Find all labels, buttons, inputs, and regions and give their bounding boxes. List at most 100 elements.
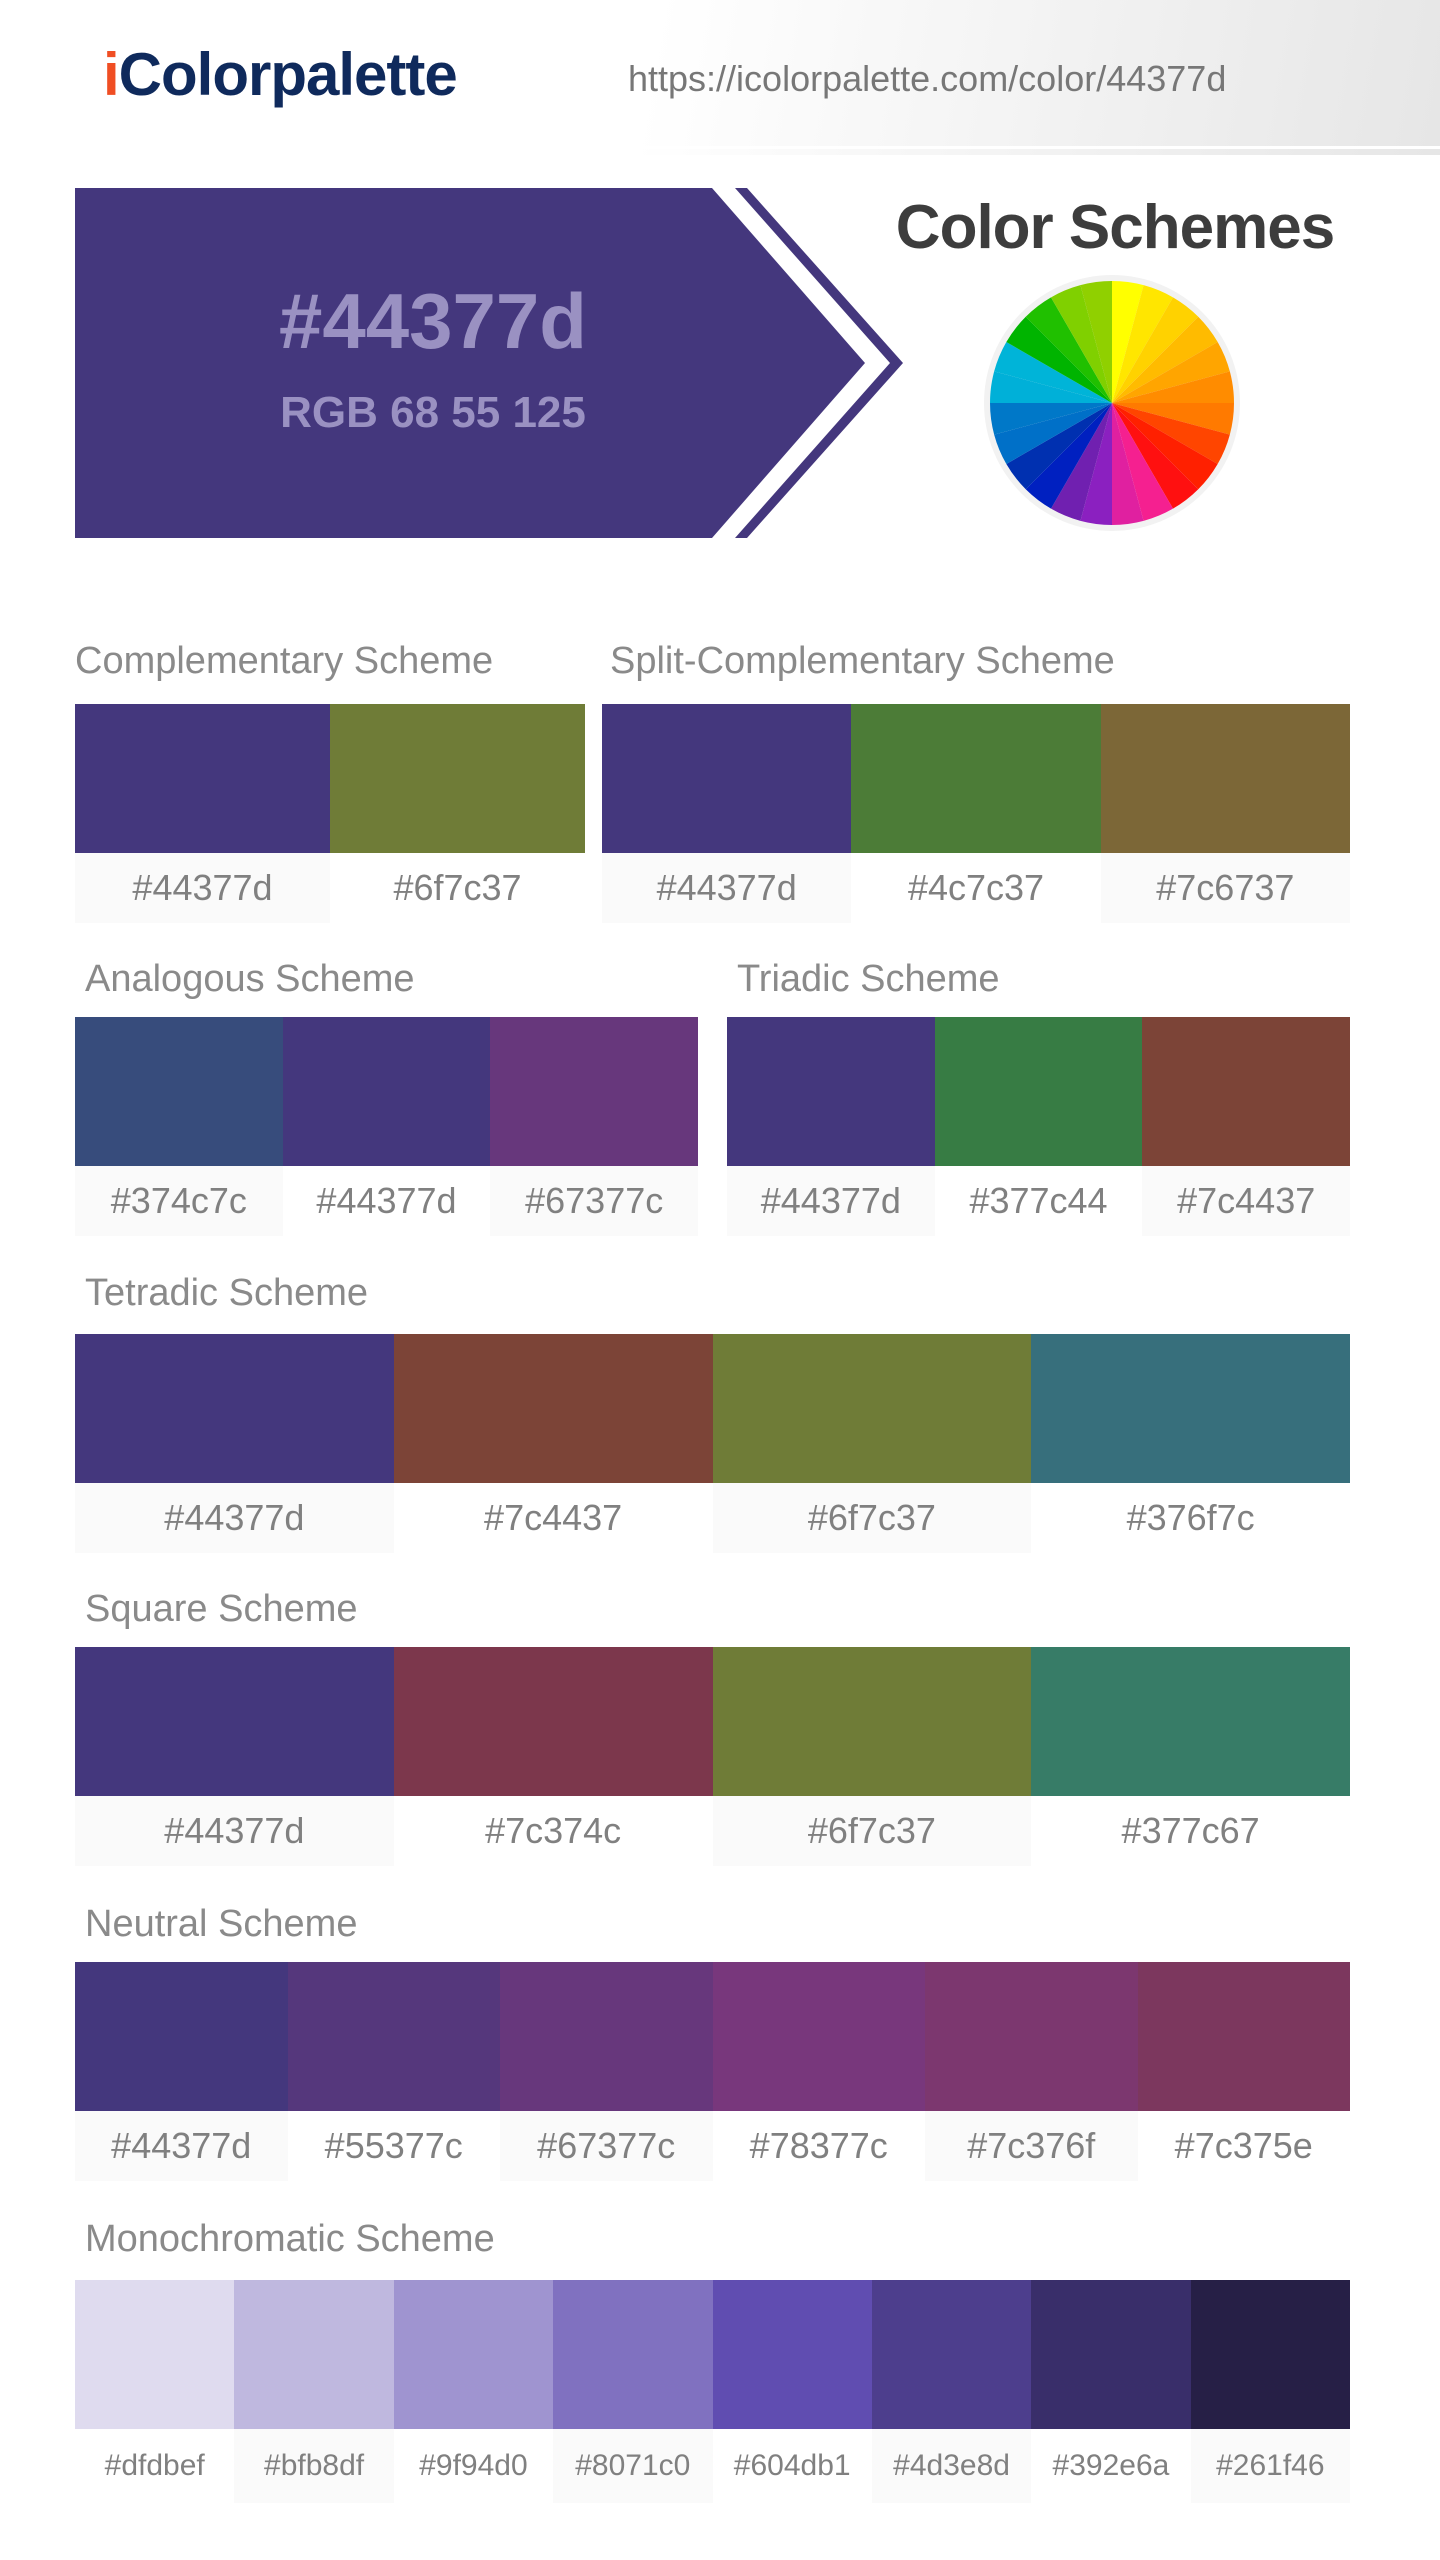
swatch-color[interactable] [1190,2280,1350,2429]
swatch-hex-label: #7c4437 [484,1497,623,1538]
swatch-hex-label: #44377d [75,2111,288,2181]
monochromatic-schemeswatches: #dfdbef #bfb8df #9f94d0 #8071c0 #604db1 #4d3e… [75,2280,1350,2503]
color-swatch[interactable]: #7c4437 [1142,1017,1351,1236]
color-swatch[interactable]: #44377d [75,1334,394,1553]
wheel-segment [1112,403,1144,525]
swatch-hex-label: #67377c [490,1166,699,1236]
swatch-color[interactable] [553,2280,713,2429]
swatch-color[interactable] [1031,1334,1350,1483]
color-swatch[interactable]: #67377c [490,1017,699,1236]
color-swatch[interactable]: #4d3e8d [871,2280,1032,2503]
complementary-schemeswatches: #44377d #6f7c37 [75,704,585,923]
swatch-hex-label: #4c7c37 [907,867,1045,908]
swatch-color[interactable] [393,1647,713,1796]
color-swatch[interactable]: #6f7c37 [330,704,585,923]
color-swatch[interactable]: #377c44 [934,1017,1143,1236]
color-swatch[interactable]: #6f7c37 [712,1334,1032,1553]
swatch-color[interactable] [602,704,852,853]
color-swatch[interactable]: #4c7c37 [851,704,1101,923]
swatch-color[interactable] [75,2280,235,2429]
swatch-hex-label: #44377d [75,1796,394,1866]
color-swatch[interactable]: #7c375e [1137,1962,1350,2181]
square-schemetitle: Square Scheme [85,1588,358,1630]
swatch-color[interactable] [1031,2280,1191,2429]
color-swatch[interactable]: #7c374c [393,1647,713,1866]
swatch-color[interactable] [1142,1017,1351,1166]
swatch-hex-label: #7c374c [485,1810,622,1851]
swatch-hex-label: #7c376f [925,2111,1138,2181]
color-swatch[interactable]: #7c6737 [1100,704,1350,923]
color-swatch[interactable]: #8071c0 [553,2280,713,2503]
color-swatch[interactable]: #374c7c [75,1017,283,1236]
swatch-color[interactable] [287,1962,500,2111]
wheel-segment [990,403,1112,435]
swatch-color[interactable] [500,1962,713,2111]
swatch-color[interactable] [490,1017,699,1166]
color-swatch[interactable]: #6f7c37 [712,1647,1032,1866]
swatch-color[interactable] [851,704,1101,853]
color-swatch[interactable]: #9f94d0 [393,2280,554,2503]
swatch-hex-label: #7c375e [1174,2125,1313,2166]
neutral-schemeswatches: #44377d #55377c #67377c #78377c #7c376f #7c37… [75,1962,1350,2181]
triadic-schemeswatches: #44377d #377c44 #7c4437 [727,1017,1351,1236]
swatch-color[interactable] [934,1017,1143,1166]
swatch-color[interactable] [712,1962,925,2111]
color-swatch[interactable]: #604db1 [712,2280,872,2503]
swatch-color[interactable] [1100,704,1350,853]
swatch-hex-label: #377c44 [969,1180,1108,1221]
color-swatch[interactable]: #44377d [602,704,852,923]
swatch-hex-label: #6f7c37 [712,1796,1032,1866]
swatch-color[interactable] [75,704,330,853]
swatch-hex-label: #44377d [75,1483,394,1553]
color-swatch[interactable]: #392e6a [1031,2280,1191,2503]
color-swatch[interactable]: #44377d [75,1647,394,1866]
color-swatch[interactable]: #44377d [282,1017,491,1236]
color-swatch[interactable]: #7c4437 [393,1334,713,1553]
color-swatch[interactable]: #44377d [75,1962,288,2181]
logo[interactable]: iColorpalette [103,40,458,109]
swatch-color[interactable] [75,1962,288,2111]
swatch-hex-label: #4d3e8d [871,2429,1032,2503]
swatch-color[interactable] [712,1334,1032,1483]
color-swatch[interactable]: #44377d [727,1017,935,1236]
swatch-color[interactable] [75,1647,394,1796]
swatch-color[interactable] [871,2280,1032,2429]
color-swatch[interactable]: #7c376f [925,1962,1138,2181]
swatch-color[interactable] [75,1334,394,1483]
color-swatch[interactable]: #55377c [287,1962,500,2181]
wheel-segment [1051,285,1112,403]
swatch-color[interactable] [712,2280,872,2429]
wheel-segment [1006,403,1112,490]
swatch-hex-label: #374c7c [75,1166,283,1236]
hex-code: #44377d [279,277,587,365]
wheel-segment [994,403,1112,464]
color-swatch[interactable]: #dfdbef [75,2280,235,2503]
color-swatch[interactable]: #67377c [500,1962,713,2181]
color-swatch[interactable]: #377c67 [1031,1647,1350,1866]
swatch-color[interactable] [393,1334,713,1483]
swatch-color[interactable] [393,2280,554,2429]
color-swatch[interactable]: #44377d [75,704,330,923]
swatch-hex-label: #604db1 [712,2429,872,2503]
swatch-color[interactable] [282,1017,491,1166]
swatch-color[interactable] [727,1017,935,1166]
swatch-color[interactable] [925,1962,1138,2111]
swatch-color[interactable] [712,1647,1032,1796]
swatch-color[interactable] [1137,1962,1350,2111]
swatch-color[interactable] [75,1017,283,1166]
color-swatch[interactable]: #78377c [712,1962,925,2181]
color-schemes-title: Color Schemes [895,193,1335,262]
complementary-schemetitle: Complementary Scheme [75,640,494,682]
swatch-color[interactable] [1031,1647,1350,1796]
swatch-color[interactable] [330,704,585,853]
swatch-hex-label: #9f94d0 [393,2429,554,2503]
page-url[interactable]: https://icolorpalette.com/color/44377d [628,58,1227,99]
color-swatch[interactable]: #261f46 [1190,2280,1350,2503]
wheel-segment [1051,403,1112,521]
swatch-hex-label: #44377d [727,1166,935,1236]
swatch-color[interactable] [234,2280,394,2429]
wheel-segment [1080,281,1112,403]
color-swatch[interactable]: #bfb8df [234,2280,394,2503]
color-swatch[interactable]: #376f7c [1031,1334,1350,1553]
wheel-segment [1080,403,1112,525]
